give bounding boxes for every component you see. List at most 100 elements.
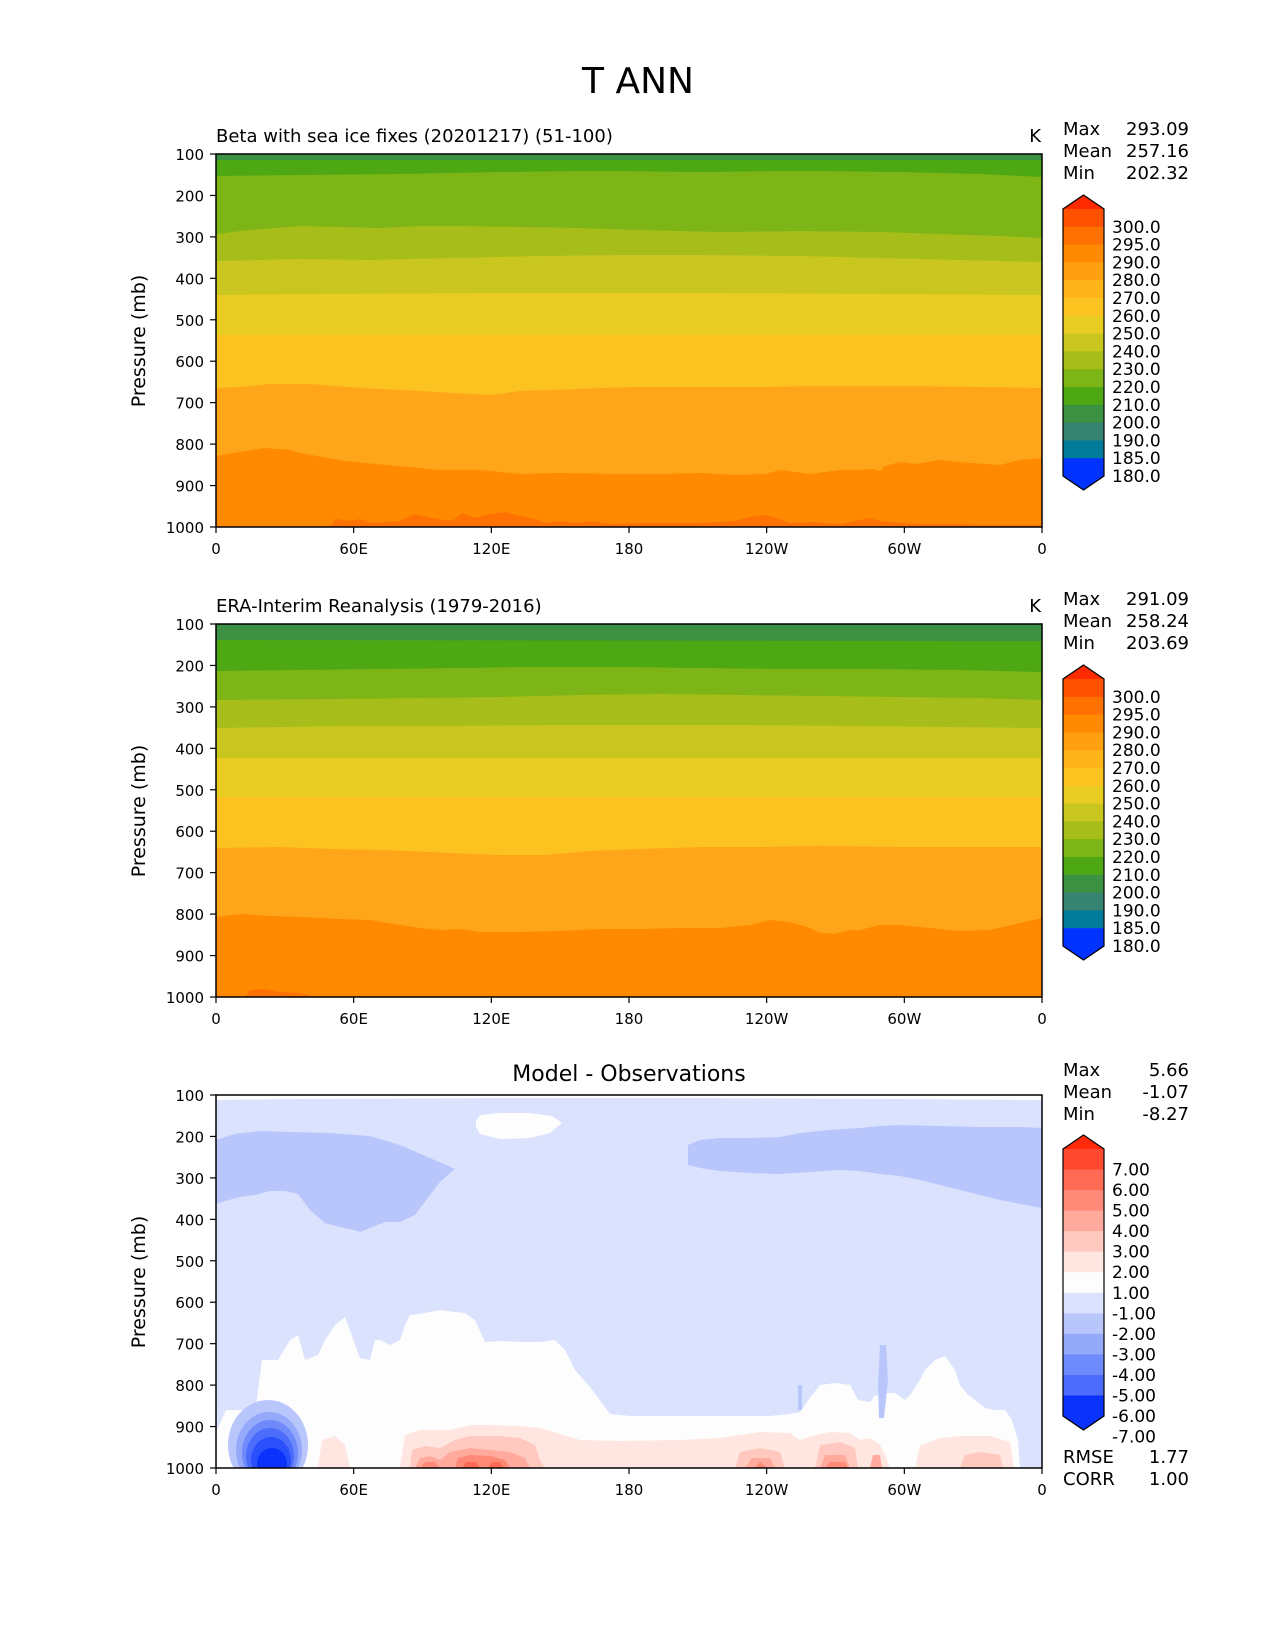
x-tick-label: 120W [745,540,789,558]
colorbar-swatch [1063,333,1104,352]
colorbar-swatch [1063,785,1104,805]
colorbar-tick-label: 240.0 [1112,812,1161,832]
colorbar-tick-label: 190.0 [1112,901,1161,921]
stat-max-value: 291.09 [1126,589,1189,610]
y-tick-label: 500 [175,312,204,330]
colorbar-tick-label: 240.0 [1112,342,1161,362]
y-axis-label: Pressure (mb) [128,745,150,878]
colorbar-tick-label: 250.0 [1112,795,1161,815]
stat-mean-label: Mean [1063,1082,1112,1103]
colorbar-swatch [1063,679,1104,698]
colorbar-swatch [1063,910,1104,929]
colorbar-swatch [1063,226,1104,246]
colorbar-swatch [1063,1272,1104,1294]
colorbar-swatch [1063,1354,1104,1376]
colorbar-tick-label: 280.0 [1112,271,1161,291]
stat-max-value: 293.09 [1126,119,1189,140]
colorbar-tick-label: 180.0 [1112,467,1161,487]
contour-band-290-295 [330,512,1042,527]
colorbar-swatch [1063,1169,1104,1191]
colorbar-tick-label: 6.00 [1112,1181,1150,1201]
y-tick-label: 800 [175,906,204,924]
panel-title: Beta with sea ice fixes (20201217) (51-1… [216,126,613,147]
colorbar-swatch [1063,422,1104,441]
colorbar-tick-label: 280.0 [1112,741,1161,761]
colorbar-tick-label: -4.00 [1112,1366,1156,1386]
colorbar-swatch [1063,209,1104,228]
colorbar-tick-label: 290.0 [1112,253,1161,273]
colorbar-swatch [1063,1149,1104,1171]
x-tick-label: 60W [887,540,921,558]
colorbar-swatch [1063,821,1104,840]
colorbar-tick-label: 295.0 [1112,236,1161,256]
colorbar-swatch [1063,1210,1104,1232]
colorbar: 7.006.005.004.003.002.001.00-1.00-2.00-3… [1062,1134,1156,1448]
stat-mean-label: Mean [1063,611,1112,632]
colorbar-swatch [1063,351,1104,370]
y-tick-label: 1000 [166,1460,204,1478]
rmse-value: 1.77 [1149,1447,1189,1468]
y-tick-label: 500 [175,1253,204,1271]
cold-anomaly-cluster [228,1400,308,1468]
contour-band-3-4 [415,1448,882,1468]
y-tick-label: 400 [175,270,204,288]
colorbar-swatch [1063,1374,1104,1396]
stats-block: Max 293.09 Mean 257.16 Min 202.32 [1063,119,1189,184]
colorbar: 300.0295.0290.0280.0270.0260.0250.0240.0… [1062,664,1161,961]
y-tick-label: 300 [175,1170,204,1188]
y-axis: 100 200 300 400 500 600 700 800 900 1000 [166,1087,216,1478]
contour-band-minus1-plus1-top [216,1095,1042,1100]
colorbar-tick-label: 5.00 [1112,1202,1150,1222]
colorbar-tick-label: 270.0 [1112,759,1161,779]
stat-mean-label: Mean [1063,141,1112,162]
stat-mean-value: -1.07 [1142,1082,1189,1103]
colorbar-swatch [1063,369,1104,388]
colorbar-swatch [1063,750,1104,769]
stats-block: Max 291.09 Mean 258.24 Min 203.69 [1063,589,1189,654]
colorbar-extend-min [1063,928,1104,960]
colorbar-tick-label: 260.0 [1112,777,1161,797]
contour-band-200-210 [216,154,1042,160]
x-tick-label: 120E [472,540,510,558]
colorbar-swatch [1063,696,1104,716]
panel-model: Beta with sea ice fixes (20201217) (51-1… [128,119,1189,558]
colorbar-swatch [1063,315,1104,335]
colorbar-tick-label: 4.00 [1112,1222,1150,1242]
stat-min-label: Min [1063,1104,1095,1125]
colorbar-tick-label: 290.0 [1112,723,1161,743]
stat-max-label: Max [1063,589,1101,610]
x-tick-label: 60W [887,1010,921,1028]
x-tick-label: 180 [615,1481,644,1499]
panel-difference: Model - Observations [128,1060,1189,1499]
colorbar-tick-label: -7.00 [1112,1428,1156,1448]
x-axis: 0 60E 120E 180 120W 60W 0 [211,997,1047,1028]
colorbar-swatch [1063,839,1104,858]
figure-title: T ANN [581,61,694,102]
colorbar-tick-label: 250.0 [1112,325,1161,345]
contour-band-below-minus7 [257,1448,287,1468]
x-tick-label: 120W [745,1010,789,1028]
contour-band-minus3-minus2-streak-a [878,1345,888,1418]
colorbar-tick-label: 200.0 [1112,884,1161,904]
contour-band-5-6 [462,1462,503,1468]
stat-max-value: 5.66 [1149,1060,1189,1081]
contour-band-220-230 [216,154,1042,238]
colorbar-tick-label: 2.00 [1112,1263,1150,1283]
colorbar-swatch [1063,874,1104,894]
units-label: K [1029,596,1042,617]
colorbar-tick-label: -2.00 [1112,1325,1156,1345]
y-tick-label: 300 [175,229,204,247]
colorbar-swatch [1063,768,1104,787]
stat-min-label: Min [1063,633,1095,654]
colorbar-outline [1062,194,1105,491]
x-tick-label: 180 [615,1010,644,1028]
colorbar: 300.0295.0290.0280.0270.0260.0250.0240.0… [1062,194,1161,491]
colorbar-tick-label: 3.00 [1112,1243,1150,1263]
y-tick-label: 400 [175,1211,204,1229]
colorbar-tick-label: 200.0 [1112,414,1161,434]
contour-band-minus1-plus1-lower [216,1310,1020,1468]
x-tick-label: 60W [887,1481,921,1499]
colorbar-tick-label: 210.0 [1112,866,1161,886]
colorbar-swatch [1063,857,1104,876]
colorbar-tick-label: 220.0 [1112,378,1161,398]
